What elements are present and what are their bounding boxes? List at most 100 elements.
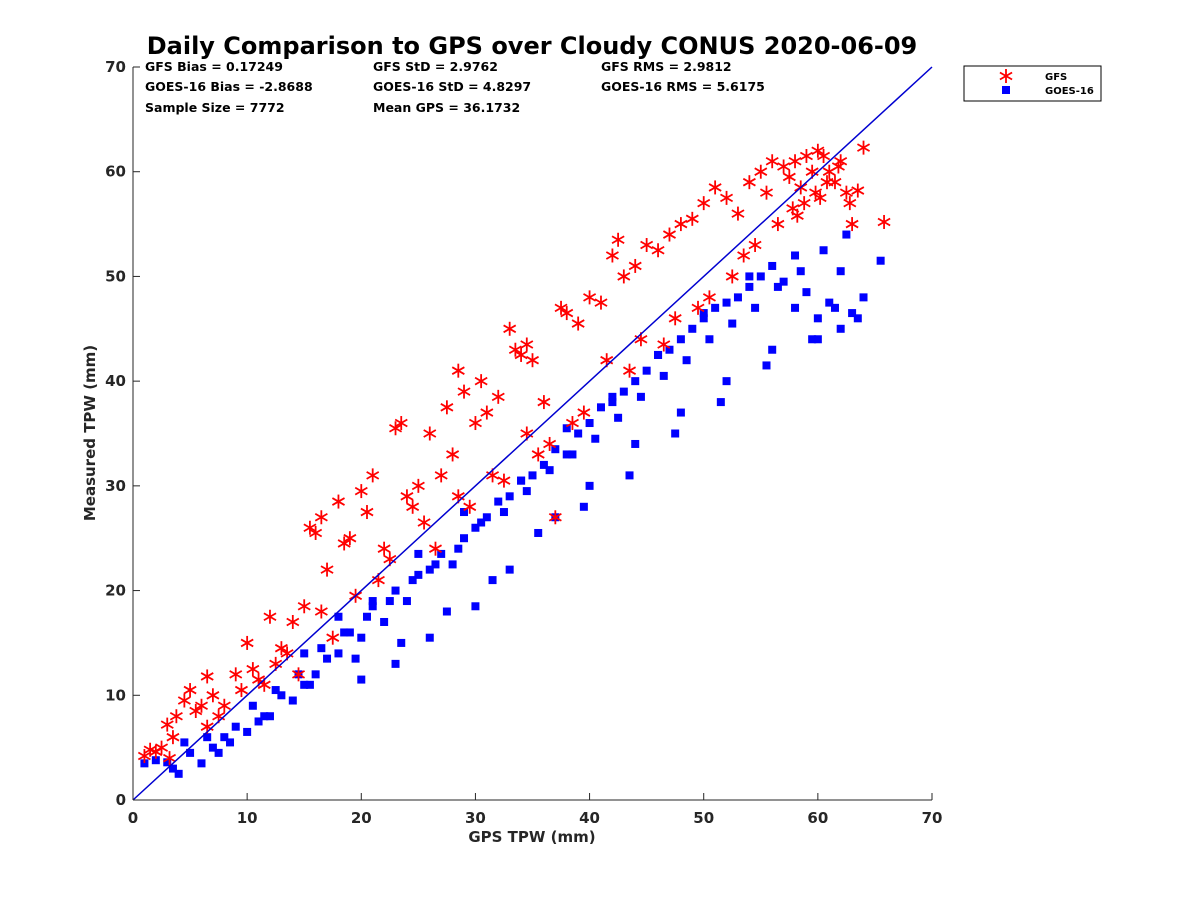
goes16-point <box>791 251 800 260</box>
gfs-point <box>309 525 323 540</box>
gfs-point <box>799 149 813 164</box>
goes16-point <box>711 303 720 312</box>
goes16-point <box>460 508 469 517</box>
goes16-point <box>265 712 274 721</box>
gfs-point <box>720 190 734 205</box>
gfs-point <box>246 662 260 677</box>
goes16-point <box>608 398 617 407</box>
gfs-point <box>731 206 745 221</box>
gfs-point <box>314 604 328 619</box>
y-ticks: 0 10 20 30 40 50 60 70 <box>105 58 140 809</box>
gfs-point <box>183 683 197 698</box>
goes16-point <box>391 659 400 668</box>
goes16-point <box>488 576 497 585</box>
gfs-point <box>194 698 208 713</box>
gfs-point <box>640 238 654 253</box>
goes16-point <box>505 492 514 501</box>
gfs-point <box>651 243 665 258</box>
goes16-point <box>248 701 257 710</box>
goes16-point <box>802 288 811 297</box>
gfs-points <box>137 140 891 766</box>
goes16-point <box>768 261 777 270</box>
one-to-one-line <box>132 66 933 801</box>
goes16-point <box>699 309 708 318</box>
goes16-point <box>305 680 314 689</box>
goes16-point <box>842 230 851 239</box>
gfs-point <box>177 693 191 708</box>
goes16-point <box>151 756 160 765</box>
gfs-point <box>737 248 751 263</box>
goes16-point <box>431 560 440 569</box>
goes16-point <box>180 738 189 747</box>
plot-area: 0 10 20 30 40 50 60 70 0 10 20 30 40 50 60 70 <box>105 58 942 827</box>
statistics-block: GFS Bias = 0.17249 GFS StD = 2.9762 GFS … <box>145 59 765 115</box>
y-tick-label: 70 <box>105 58 126 76</box>
goes16-point <box>779 277 788 286</box>
goes16-point <box>545 466 554 475</box>
stat-gfs-rms: GFS RMS = 2.9812 <box>601 59 732 74</box>
x-tick-label: 50 <box>693 809 714 827</box>
goes16-point <box>853 314 862 323</box>
gfs-point <box>508 342 522 357</box>
goes16-point <box>243 727 252 736</box>
goes16-points <box>140 230 885 778</box>
goes16-point <box>471 602 480 611</box>
goes16-point <box>654 350 663 359</box>
goes16-point <box>859 293 868 302</box>
goes16-point <box>608 392 617 401</box>
gfs-point <box>811 143 825 158</box>
legend-gfs-label: GFS <box>1045 72 1067 83</box>
gfs-point <box>628 258 642 273</box>
goes16-point <box>323 654 332 663</box>
goes16-point <box>214 748 223 757</box>
goes16-point <box>231 722 240 731</box>
goes16-point <box>254 717 263 726</box>
gfs-point <box>543 436 557 451</box>
goes16-point <box>848 309 857 318</box>
legend-gfs-marker <box>999 69 1013 83</box>
goes16-point <box>471 523 480 532</box>
goes16-point <box>768 345 777 354</box>
gfs-point <box>286 614 300 629</box>
goes16-point <box>876 256 885 265</box>
gfs-point <box>691 300 705 315</box>
y-tick-label: 20 <box>105 582 126 600</box>
goes16-point <box>728 319 737 328</box>
gfs-point <box>200 669 214 684</box>
gfs-point <box>759 185 774 200</box>
gfs-point <box>229 667 243 682</box>
x-tick-label: 70 <box>922 809 943 827</box>
x-axis-label: GPS TPW (mm) <box>468 828 595 846</box>
goes16-point <box>762 361 771 370</box>
goes16-point <box>751 303 760 312</box>
goes16-point <box>311 670 320 679</box>
gfs-point <box>463 499 477 514</box>
gfs-point <box>657 337 671 352</box>
gfs-point <box>314 510 328 525</box>
gfs-point <box>583 290 597 305</box>
gfs-point <box>577 405 591 420</box>
goes16-point <box>562 424 571 433</box>
goes16-point <box>825 298 834 307</box>
goes16-point <box>408 576 417 585</box>
gfs-point <box>571 316 585 331</box>
gfs-point <box>389 421 403 436</box>
x-tick-label: 30 <box>465 809 486 827</box>
gfs-point <box>451 363 465 378</box>
goes16-point <box>437 549 446 558</box>
goes16-point <box>705 335 714 344</box>
gfs-point <box>697 196 711 211</box>
goes16-point <box>551 445 560 454</box>
goes16-point <box>688 324 697 333</box>
gfs-point <box>291 667 306 682</box>
goes16-point <box>494 497 503 506</box>
goes16-point <box>676 335 685 344</box>
goes16-point <box>140 759 149 768</box>
gfs-point <box>790 208 804 223</box>
y-tick-label: 30 <box>105 477 126 495</box>
goes16-point <box>317 644 326 653</box>
gfs-point <box>417 515 431 530</box>
goes16-point <box>226 738 235 747</box>
gfs-point <box>514 347 528 362</box>
